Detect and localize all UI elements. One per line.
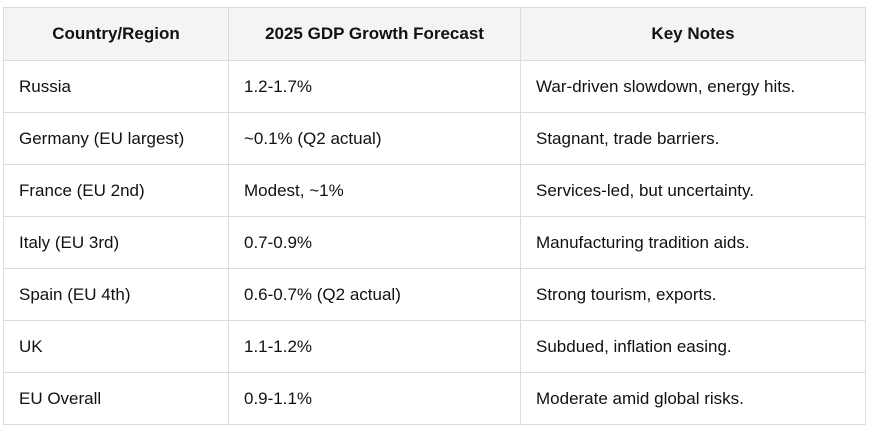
cell-key-notes: Services-led, but uncertainty. bbox=[520, 164, 866, 217]
cell-country: France (EU 2nd) bbox=[3, 164, 229, 217]
cell-gdp-forecast: 1.2-1.7% bbox=[228, 60, 521, 113]
gdp-forecast-table: Country/Region 2025 GDP Growth Forecast … bbox=[3, 7, 866, 425]
table-body: Russia 1.2-1.7% War-driven slowdown, ene… bbox=[3, 60, 866, 425]
cell-country: Italy (EU 3rd) bbox=[3, 216, 229, 269]
cell-gdp-forecast: Modest, ~1% bbox=[228, 164, 521, 217]
cell-gdp-forecast: ~0.1% (Q2 actual) bbox=[228, 112, 521, 165]
cell-country: Spain (EU 4th) bbox=[3, 268, 229, 321]
cell-key-notes: Stagnant, trade barriers. bbox=[520, 112, 866, 165]
table-row: UK 1.1-1.2% Subdued, inflation easing. bbox=[3, 320, 866, 373]
cell-gdp-forecast: 1.1-1.2% bbox=[228, 320, 521, 373]
cell-country: UK bbox=[3, 320, 229, 373]
cell-country: Russia bbox=[3, 60, 229, 113]
table-row: Russia 1.2-1.7% War-driven slowdown, ene… bbox=[3, 60, 866, 113]
column-header-key-notes: Key Notes bbox=[520, 7, 866, 61]
cell-gdp-forecast: 0.7-0.9% bbox=[228, 216, 521, 269]
cell-gdp-forecast: 0.6-0.7% (Q2 actual) bbox=[228, 268, 521, 321]
cell-key-notes: Subdued, inflation easing. bbox=[520, 320, 866, 373]
table-row: EU Overall 0.9-1.1% Moderate amid global… bbox=[3, 372, 866, 425]
cell-key-notes: Strong tourism, exports. bbox=[520, 268, 866, 321]
table-row: Spain (EU 4th) 0.6-0.7% (Q2 actual) Stro… bbox=[3, 268, 866, 321]
cell-country: EU Overall bbox=[3, 372, 229, 425]
table-header: Country/Region 2025 GDP Growth Forecast … bbox=[3, 7, 866, 61]
cell-gdp-forecast: 0.9-1.1% bbox=[228, 372, 521, 425]
table-row: France (EU 2nd) Modest, ~1% Services-led… bbox=[3, 164, 866, 217]
cell-country: Germany (EU largest) bbox=[3, 112, 229, 165]
cell-key-notes: War-driven slowdown, energy hits. bbox=[520, 60, 866, 113]
column-header-country: Country/Region bbox=[3, 7, 229, 61]
cell-key-notes: Manufacturing tradition aids. bbox=[520, 216, 866, 269]
table-row: Italy (EU 3rd) 0.7-0.9% Manufacturing tr… bbox=[3, 216, 866, 269]
gdp-forecast-table-container: Country/Region 2025 GDP Growth Forecast … bbox=[3, 7, 866, 425]
column-header-gdp-forecast: 2025 GDP Growth Forecast bbox=[228, 7, 521, 61]
cell-key-notes: Moderate amid global risks. bbox=[520, 372, 866, 425]
header-row: Country/Region 2025 GDP Growth Forecast … bbox=[3, 7, 866, 61]
table-row: Germany (EU largest) ~0.1% (Q2 actual) S… bbox=[3, 112, 866, 165]
